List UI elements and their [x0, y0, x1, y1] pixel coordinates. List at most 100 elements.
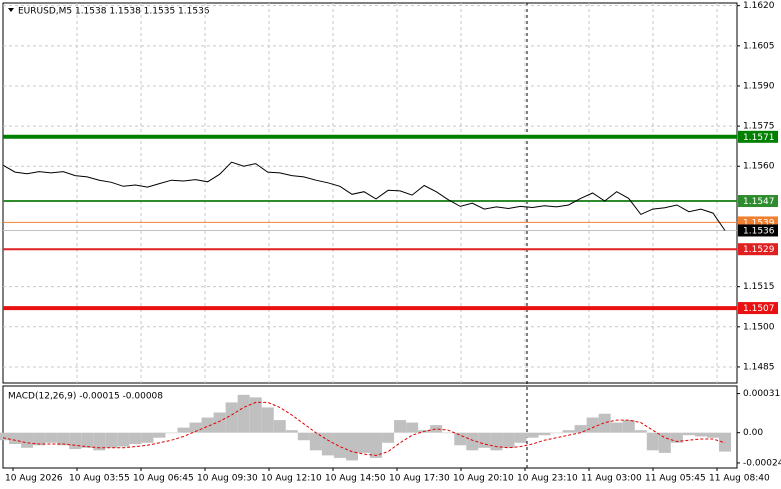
- y-tick-label: -0.00024: [743, 458, 781, 468]
- macd-bar: [189, 422, 202, 433]
- y-tick-label: 1.1560: [743, 162, 775, 172]
- price-label: 1.1529: [743, 245, 775, 255]
- macd-bar: [273, 420, 286, 433]
- macd-bar: [514, 432, 527, 443]
- macd-bar: [430, 425, 443, 433]
- x-tick-label: 10 Aug 06:45: [133, 474, 194, 484]
- macd-bar: [0, 432, 10, 441]
- macd-bar: [670, 432, 683, 443]
- macd-bar: [406, 422, 419, 433]
- x-tick-label: 10 Aug 2026: [5, 474, 63, 484]
- macd-bar: [706, 432, 719, 438]
- y-tick-label: 1.1500: [743, 322, 775, 332]
- price-label: 1.1539: [743, 218, 775, 228]
- macd-bar: [574, 425, 587, 433]
- y-tick-label: 0.00031: [743, 389, 780, 399]
- x-tick-label: 11 Aug 08:40: [709, 474, 770, 484]
- macd-bar: [490, 432, 503, 451]
- macd-bar: [538, 432, 551, 436]
- y-tick-label: 1.1485: [743, 362, 775, 372]
- macd-bar: [442, 432, 455, 434]
- macd-bar: [69, 432, 82, 450]
- price-label: 1.1507: [743, 304, 775, 314]
- macd-bar: [237, 394, 250, 433]
- macd-bar: [382, 432, 395, 443]
- price-label-box: [738, 302, 778, 315]
- macd-bar: [129, 432, 142, 445]
- macd-bar: [622, 420, 635, 433]
- macd-bar: [550, 432, 563, 434]
- macd-signal: [2, 401, 726, 456]
- x-tick-label: 11 Aug 03:00: [581, 474, 642, 484]
- price-label-box: [738, 224, 778, 237]
- macd-bar: [478, 432, 491, 448]
- macd-bar: [57, 432, 70, 446]
- macd-bar: [285, 430, 298, 433]
- macd-bar: [562, 430, 575, 433]
- x-tick-label: 10 Aug 23:10: [517, 474, 578, 484]
- macd-bar: [370, 432, 383, 458]
- price-label: 1.1547: [743, 197, 775, 207]
- x-tick-label: 10 Aug 09:30: [197, 474, 258, 484]
- x-tick-label: 10 Aug 12:10: [261, 474, 322, 484]
- macd-bar: [646, 432, 659, 451]
- macd-bar: [9, 432, 22, 445]
- macd-bar: [225, 402, 238, 433]
- macd-bar: [261, 407, 274, 433]
- macd-bar: [357, 432, 371, 453]
- main-panel: [2, 2, 738, 384]
- macd-label: MACD(12,26,9) -0.00015 -0.00008: [8, 392, 163, 402]
- macd-bar: [333, 432, 346, 458]
- macd-bar: [141, 432, 154, 443]
- price-label-box: [738, 130, 778, 143]
- macd-bar: [45, 432, 58, 443]
- dropdown-icon: [8, 8, 14, 12]
- macd-bar: [682, 432, 695, 436]
- macd-bar: [502, 432, 515, 448]
- macd-bar: [345, 432, 358, 461]
- price-label-box: [738, 195, 778, 208]
- x-tick-label: 11 Aug 05:45: [645, 474, 706, 484]
- macd-bar: [321, 432, 334, 456]
- macd-bar: [394, 420, 407, 433]
- macd-bar: [213, 412, 226, 433]
- y-tick-label: 1.1575: [743, 122, 775, 132]
- macd-bar: [598, 413, 611, 433]
- macd-bar: [586, 417, 599, 433]
- macd-bar: [153, 432, 166, 438]
- x-tick-label: 10 Aug 17:30: [389, 474, 450, 484]
- x-tick-label: 10 Aug 20:10: [453, 474, 514, 484]
- chart-title: EURUSD,M5 1.1538 1.1538 1.1535 1.1536: [18, 7, 210, 17]
- y-tick-label: 1.1620: [743, 1, 775, 11]
- macd-bar: [634, 430, 647, 433]
- x-tick-label: 10 Aug 14:50: [325, 474, 386, 484]
- price-label: 1.1571: [743, 133, 775, 143]
- y-tick-label: 1.1590: [743, 81, 775, 91]
- macd-bar: [117, 432, 130, 447]
- macd-bar: [454, 432, 467, 446]
- macd-bar: [718, 432, 732, 452]
- macd-bar: [249, 397, 262, 433]
- y-tick-label: 1.1605: [743, 41, 775, 51]
- macd-bar: [610, 422, 623, 433]
- macd-bar: [105, 432, 118, 448]
- x-tick-label: 10 Aug 03:55: [69, 474, 130, 484]
- macd-bar: [165, 432, 178, 434]
- macd-bar: [526, 432, 539, 438]
- price-label-box: [738, 243, 778, 256]
- y-tick-label: 1.1515: [743, 282, 775, 292]
- macd-bar: [81, 432, 94, 448]
- macd-bar: [201, 417, 214, 433]
- macd-bar: [658, 432, 671, 453]
- macd-bar: [177, 427, 190, 433]
- macd-bar: [466, 432, 479, 451]
- price-label: 1.1536: [743, 226, 775, 236]
- macd-bar: [694, 432, 707, 437]
- price-line: [2, 161, 726, 231]
- macd-bar: [21, 432, 34, 448]
- y-tick-label: 0.00: [743, 428, 763, 438]
- macd-bar: [93, 432, 106, 451]
- macd-bar: [33, 432, 46, 446]
